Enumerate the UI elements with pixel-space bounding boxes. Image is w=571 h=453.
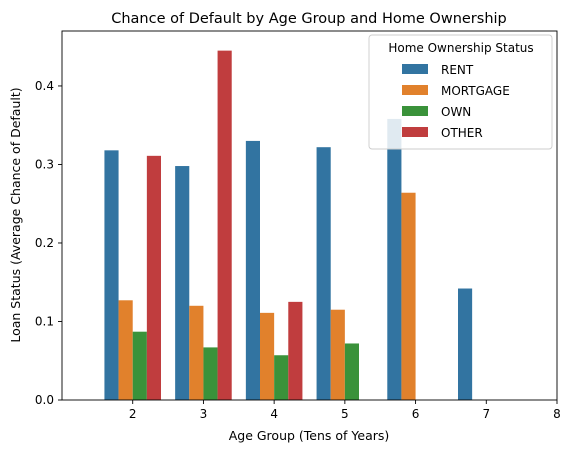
y-tick-label: 0.0 [35, 393, 54, 407]
x-tick-label: 2 [129, 407, 137, 421]
x-axis-label: Age Group (Tens of Years) [229, 428, 390, 443]
bar-own-2 [132, 331, 147, 400]
bar-mortgage-4 [260, 312, 275, 400]
legend-swatch-mortgage [402, 85, 428, 95]
x-axis: 2 3 4 5 6 7 8 [129, 400, 561, 421]
x-tick-label: 4 [270, 407, 278, 421]
x-tick-label: 5 [341, 407, 349, 421]
y-axis: 0.0 0.1 0.2 0.3 0.4 [35, 79, 62, 407]
legend-swatch-rent [402, 64, 428, 74]
bar-mortgage-6 [401, 192, 416, 400]
bar-own-4 [274, 355, 289, 400]
bar-rent-2 [104, 150, 119, 400]
x-tick-label: 3 [200, 407, 208, 421]
chart-title: Chance of Default by Age Group and Home … [111, 11, 507, 27]
x-tick-label: 7 [482, 407, 490, 421]
bar-mortgage-5 [330, 309, 345, 400]
bar-own-3 [203, 347, 218, 400]
legend-swatch-own [402, 106, 428, 116]
bar-other-3 [217, 50, 232, 401]
legend: Home Ownership Status RENT MORTGAGE OWN OTH… [368, 34, 553, 150]
legend-label-mortgage: MORTGAGE [441, 84, 510, 98]
legend-label-other: OTHER [441, 126, 483, 140]
bars-layer [104, 50, 473, 401]
legend-title: Home Ownership Status [388, 41, 533, 55]
bar-mortgage-3 [189, 305, 204, 400]
bar-rent-4 [245, 140, 260, 400]
y-tick-label: 0.1 [35, 314, 54, 328]
bar-other-2 [146, 155, 161, 400]
legend-label-own: OWN [441, 105, 471, 119]
bar-other-4 [288, 301, 303, 400]
bar-own-5 [344, 343, 359, 400]
bar-rent-5 [316, 147, 331, 400]
bar-rent-3 [175, 166, 190, 400]
y-tick-label: 0.4 [35, 79, 54, 93]
y-tick-label: 0.2 [35, 236, 54, 250]
x-tick-label: 6 [412, 407, 420, 421]
legend-box [368, 34, 553, 150]
y-axis-label: Loan Status (Average Chance of Default) [8, 87, 23, 342]
bar-rent-7 [458, 288, 473, 400]
x-tick-label: 8 [553, 407, 561, 421]
y-tick-label: 0.3 [35, 157, 54, 171]
plot-frame [61, 30, 558, 401]
bar-rent-6 [387, 118, 402, 400]
bar-mortgage-2 [118, 300, 133, 400]
legend-swatch-other [402, 127, 428, 137]
legend-label-rent: RENT [441, 63, 474, 77]
